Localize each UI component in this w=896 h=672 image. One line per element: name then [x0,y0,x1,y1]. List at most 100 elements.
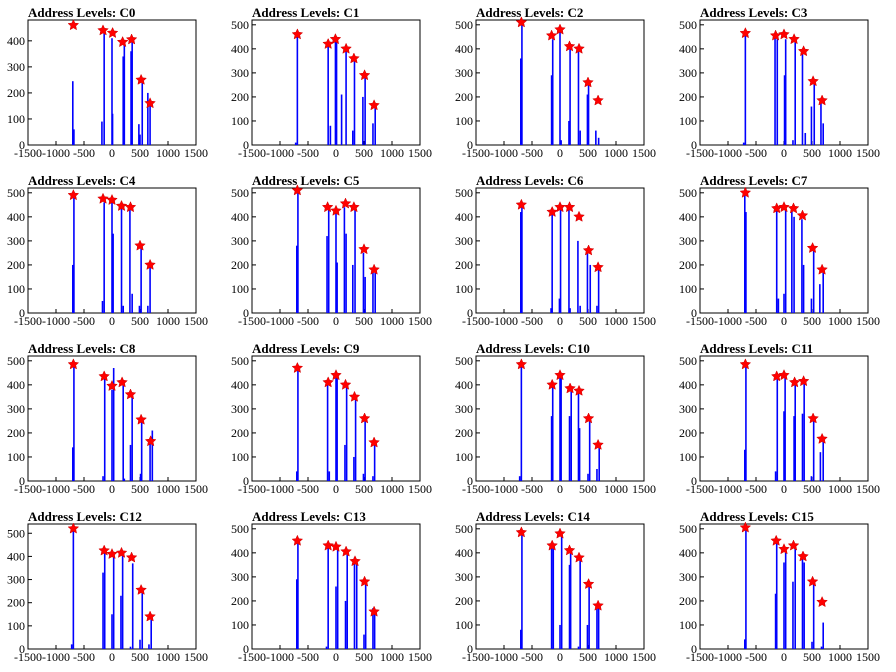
x-tick-label: 1500 [632,482,656,496]
peak-marker [592,94,604,106]
peak-marker [778,201,790,213]
chart-svg: 0 100 200 300 400 500 -1500 -1000 -500 0 500 1000 15… [679,18,880,160]
x-tick-label: -1500 [14,650,42,664]
x-tick-label: 500 [579,482,597,496]
x-tick-label: 1000 [604,314,628,328]
x-tick-label: -1500 [686,650,714,664]
x-tick-label: -1500 [238,146,266,160]
y-tick-label: 300 [7,573,25,587]
peak-marker [592,438,604,450]
y-tick-label: 0 [19,306,25,320]
y-tick-label: 100 [455,450,473,464]
peak-marker [144,435,157,447]
peak-marker [368,605,380,617]
chart-panel: Address Levels: C14 0 100 200 300 400 500 -1500… [448,504,672,672]
peak-marker [67,358,80,370]
peak-marker [348,201,360,213]
x-tick-label: -500 [73,482,95,496]
chart-title: Address Levels: C4 [28,173,136,188]
peak-marker [582,577,595,589]
peak-marker [573,210,585,222]
peak-marker [321,201,334,213]
chart-title: Address Levels: C0 [28,5,136,20]
x-tick-label: 1500 [856,650,880,664]
x-tick-label: 1500 [184,482,208,496]
y-tick-label: 300 [679,234,697,248]
y-tick-label: 400 [7,378,25,392]
peak-marker [807,412,819,424]
y-tick-label: 300 [7,402,25,416]
peak-marker [582,76,594,88]
y-tick-label: 200 [7,426,25,440]
chart-svg: 0 100 200 300 400 -1500 -1000 -500 0 500 1000 1500 [7,19,208,160]
peak-marker [563,40,576,52]
peak-marker [348,52,360,64]
chart-panel: Address Levels: C7 0 100 200 300 400 500 -1500-… [672,168,896,336]
y-tick-label: 500 [679,522,697,536]
peak-marker [125,33,138,45]
chart-title: Address Levels: C14 [476,509,590,524]
y-tick-label: 0 [19,642,25,656]
peak-marker [816,595,828,608]
y-tick-label: 300 [679,66,697,80]
peak-marker [582,244,595,256]
peak-marker [797,375,810,387]
x-tick-label: -1500 [238,482,266,496]
x-tick-label: 1500 [408,314,432,328]
x-tick-label: -1000 [266,650,294,664]
x-tick-label: -500 [297,482,319,496]
y-tick-label: 0 [467,138,473,152]
y-tick-label: 100 [7,619,25,633]
y-tick-label: 200 [455,426,473,440]
y-tick-label: 500 [7,186,25,200]
y-tick-label: 200 [679,594,697,608]
peak-marker [322,376,334,388]
y-tick-label: 100 [679,450,697,464]
peak-marker [116,35,129,48]
x-tick-label: 500 [579,650,597,664]
y-tick-label: 300 [231,402,249,416]
peak-marker [358,69,371,81]
y-tick-label: 500 [679,354,697,368]
peak-marker [816,432,828,444]
peak-marker [546,205,558,218]
chart-panel: Address Levels: C15 0 100 200 300 400 500 -1500… [672,504,896,672]
peak-marker [135,413,147,425]
peak-marker [330,369,342,381]
peak-marker [124,388,137,400]
chart-title: Address Levels: C5 [252,173,360,188]
peak-marker [106,26,119,39]
peak-marker [515,526,528,538]
y-tick-label: 200 [7,596,25,610]
peak-marker [739,186,752,198]
chart-svg: 0 100 200 300 400 500 -1500 -1000 -500 0 500 1000 15… [231,184,432,328]
x-tick-label: -1500 [462,314,490,328]
x-tick-label: 1000 [828,146,852,160]
chart-title: Address Levels: C9 [252,341,360,356]
x-tick-label: -1500 [14,146,42,160]
x-tick-label: 1000 [380,650,404,664]
peak-marker [291,361,304,374]
y-tick-label: 300 [679,570,697,584]
x-tick-label: -500 [73,650,95,664]
chart-svg: 0 100 200 300 400 500 -1500 -1000 -500 0 500 1000 15… [455,354,656,496]
x-tick-label: 0 [109,146,115,160]
x-tick-label: -1500 [238,314,266,328]
y-tick-label: 300 [231,66,249,80]
x-tick-label: 1000 [828,650,852,664]
x-tick-label: -1500 [14,482,42,496]
y-tick-label: 200 [231,258,249,272]
y-tick-label: 100 [7,282,25,296]
y-tick-label: 0 [19,138,25,152]
x-tick-label: 500 [131,482,149,496]
peak-marker [322,539,334,551]
y-tick-label: 0 [691,642,697,656]
peak-marker [291,184,304,196]
x-tick-label: 0 [557,314,563,328]
y-tick-label: 300 [231,570,249,584]
x-tick-label: 500 [131,314,149,328]
y-tick-label: 400 [455,546,473,560]
y-tick-label: 0 [243,138,249,152]
peak-marker [106,193,118,205]
x-tick-label: 500 [803,650,821,664]
